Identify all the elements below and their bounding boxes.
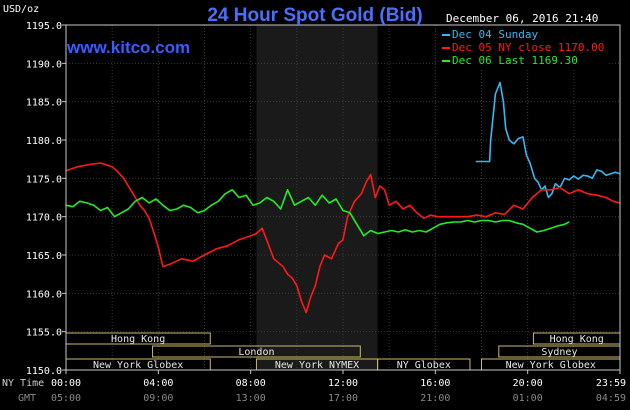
x-row-title-ny: NY Time [2, 378, 44, 389]
x-tick-label-gmt: 01:00 [513, 393, 543, 404]
session-label: Hong Kong [111, 334, 165, 345]
legend-item-dec05: Dec 05 NY close 1170.00 [442, 41, 604, 54]
website-link[interactable]: www.kitco.com [67, 38, 191, 57]
chart-legend: Dec 04 Sunday Dec 05 NY close 1170.00 De… [438, 27, 609, 68]
y-tick-label: 1155.0 [26, 328, 62, 339]
x-tick-label-gmt: 04:59 [596, 393, 626, 404]
x-tick-label-gmt: 13:00 [236, 393, 266, 404]
session-label: NY Globex [397, 360, 451, 371]
x-tick-label-gmt: 21:00 [420, 393, 450, 404]
y-tick-label: 1175.0 [26, 174, 62, 185]
legend-swatch-icon [442, 60, 450, 62]
session-box [152, 345, 361, 358]
x-tick-label-gmt: 09:00 [143, 393, 173, 404]
y-tick-label: 1185.0 [26, 98, 62, 109]
series-line-2 [65, 189, 570, 237]
y-tick-label: 1160.0 [26, 289, 62, 300]
x-tick-label-gmt: 05:00 [51, 393, 81, 404]
session-label: London [238, 347, 274, 358]
x-row-title-gmt: GMT [18, 393, 36, 404]
legend-swatch-icon [442, 34, 450, 36]
session-label: New York Globex [93, 360, 183, 371]
series-line-1 [65, 162, 620, 314]
legend-item-dec06: Dec 06 Last 1169.30 [442, 54, 604, 67]
legend-item-dec04: Dec 04 Sunday [442, 28, 604, 41]
session-label: Hong Kong [550, 334, 604, 345]
x-tick-label-ny: 23:59 [596, 378, 626, 389]
series-line-0 [475, 81, 621, 199]
x-tick-label-ny: 08:00 [236, 378, 266, 389]
legend-label: Dec 04 Sunday [452, 28, 539, 41]
x-tick-label-gmt: 17:00 [328, 393, 358, 404]
x-tick-label-ny: 16:00 [420, 378, 450, 389]
legend-label: Dec 06 Last 1169.30 [452, 54, 578, 67]
session-label: New York NYMEX [275, 360, 359, 371]
chart-timestamp: December 06, 2016 21:40 [446, 12, 599, 25]
shaded-session-band [256, 25, 378, 370]
y-tick-label: 1190.0 [26, 59, 62, 70]
legend-label: Dec 05 NY close 1170.00 [452, 41, 605, 54]
x-tick-label-ny: 12:00 [328, 378, 358, 389]
y-axis-unit: USD/oz [3, 4, 40, 15]
y-tick-label: 1170.0 [26, 213, 62, 224]
y-tick-label: 1150.0 [26, 366, 62, 377]
session-label: Sydney [541, 347, 577, 358]
x-tick-label-ny: 04:00 [143, 378, 173, 389]
legend-swatch-icon [442, 47, 450, 49]
y-tick-label: 1195.0 [26, 21, 62, 32]
x-tick-label-ny: 20:00 [513, 378, 543, 389]
session-label: New York Globex [506, 360, 596, 371]
y-tick-label: 1165.0 [26, 251, 62, 262]
y-tick-label: 1180.0 [26, 136, 62, 147]
x-tick-label-ny: 00:00 [51, 378, 81, 389]
